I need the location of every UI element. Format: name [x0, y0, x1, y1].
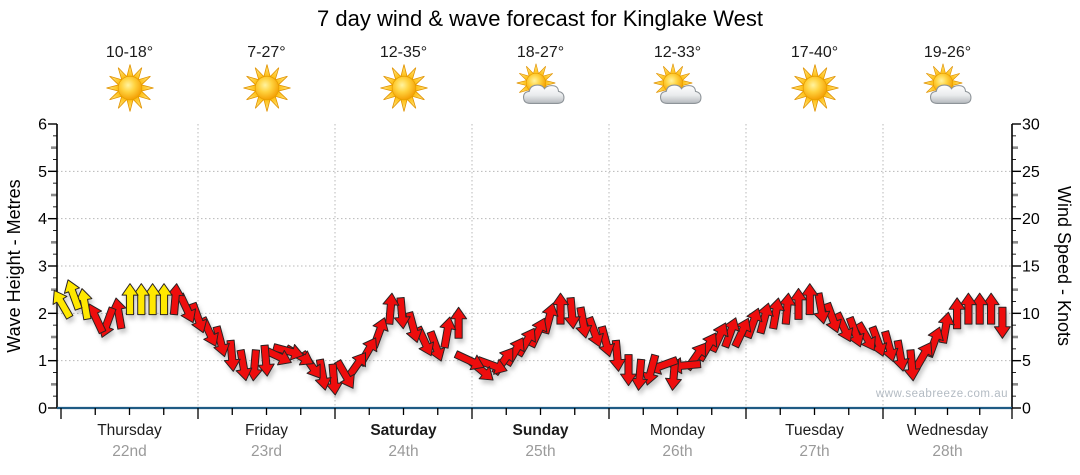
wind-arrow	[144, 283, 162, 316]
wind-arrow	[450, 306, 468, 339]
partly-cloudy-icon	[516, 63, 564, 104]
cloud-glyph	[659, 84, 701, 104]
wind-arrow	[620, 354, 637, 387]
wind-arrow	[855, 321, 876, 351]
day-temp-range: 12-35°	[379, 44, 428, 61]
day-temp-range: 10-18°	[105, 44, 154, 61]
day-name-label: Saturday	[370, 422, 437, 439]
svg-text:25: 25	[1022, 164, 1040, 181]
right-axis-label: Wind Speed - Knots	[1054, 185, 1074, 347]
svg-text:3: 3	[38, 259, 47, 276]
wind-arrow	[903, 349, 921, 382]
day-name-label: Friday	[244, 422, 289, 439]
wind-arrow	[333, 359, 355, 389]
wind-arrow-series	[52, 279, 1011, 396]
wind-arrow	[272, 343, 305, 361]
day-temp-range: 17-40°	[790, 44, 839, 61]
wind-arrow	[833, 311, 854, 343]
partly-cloudy-icon	[923, 63, 971, 104]
svg-text:5: 5	[1022, 353, 1031, 370]
wind-arrow	[563, 297, 581, 330]
sun-glyph	[790, 64, 839, 112]
sunny-icon	[105, 64, 154, 112]
sunny-icon	[242, 64, 291, 112]
svg-text:0: 0	[38, 401, 47, 418]
svg-text:30: 30	[1022, 117, 1040, 134]
wind-arrow	[585, 316, 604, 348]
svg-text:15: 15	[1022, 259, 1040, 276]
svg-text:20: 20	[1022, 211, 1040, 228]
day-temp-range: 7-27°	[247, 44, 286, 61]
y-major-ticks	[48, 123, 1021, 409]
wind-arrow	[453, 350, 485, 371]
day-date-label: 22nd	[112, 443, 147, 460]
wind-arrow	[121, 283, 139, 316]
day-name-label: Monday	[649, 422, 706, 439]
wind-arrow	[609, 339, 627, 372]
wind-arrow	[948, 297, 966, 330]
cloud-glyph	[522, 84, 564, 104]
day-temp-range: 18-27°	[516, 44, 565, 61]
day-temp-range: 19-26°	[923, 44, 972, 61]
day-date-label: 26th	[662, 443, 693, 460]
gridlines	[57, 124, 1012, 408]
day-date-label: 28th	[932, 443, 963, 460]
right-tick-labels: 0 5 10 15 20 25 30	[1022, 117, 1040, 418]
day-name-label: Tuesday	[785, 422, 844, 439]
day-date-label: 25th	[525, 443, 556, 460]
wind-arrow	[982, 292, 1000, 325]
left-axis-label: Wave Height - Metres	[4, 179, 24, 353]
svg-text:1: 1	[38, 353, 47, 370]
sunny-icon	[790, 64, 839, 112]
sunny-icon	[379, 64, 428, 112]
left-tick-labels: 0 1 2 3 4 5 6	[38, 117, 47, 418]
svg-text:10: 10	[1022, 306, 1040, 323]
wind-arrow	[52, 289, 74, 320]
wind-arrow	[993, 306, 1011, 339]
day-name-label: Sunday	[512, 422, 569, 439]
wind-arrow	[971, 292, 989, 325]
day-temp-range: 12-33°	[653, 44, 702, 61]
svg-text:6: 6	[38, 117, 47, 134]
wind-arrow	[257, 344, 275, 377]
wind-arrow	[823, 301, 842, 334]
watermark: www.seabreeze.com.au	[875, 388, 1008, 400]
svg-text:4: 4	[38, 211, 47, 228]
page-title: 7 day wind & wave forecast for Kinglake …	[317, 6, 763, 31]
svg-text:5: 5	[38, 164, 47, 181]
wind-arrow	[575, 306, 593, 339]
svg-text:2: 2	[38, 306, 47, 323]
wind-arrow	[892, 339, 910, 372]
sun-glyph	[105, 64, 154, 112]
wind-arrow	[382, 292, 400, 325]
wind-arrow	[155, 283, 173, 316]
svg-text:0: 0	[1022, 401, 1031, 418]
day-name-label: Thursday	[97, 422, 162, 439]
day-date-label: 24th	[388, 443, 419, 460]
wind-arrow	[405, 311, 423, 343]
sun-glyph	[379, 64, 428, 112]
wind-arrow	[63, 279, 83, 311]
x-ticks	[60, 408, 1013, 419]
wind-arrow	[235, 349, 253, 382]
wind-arrow	[132, 283, 150, 316]
cloud-glyph	[929, 84, 971, 104]
wind-arrow	[813, 292, 831, 325]
day-date-label: 27th	[799, 443, 830, 460]
day-name-label: Wednesday	[906, 422, 989, 439]
axis-lines	[56, 124, 1013, 410]
partly-cloudy-icon	[653, 63, 701, 104]
sun-glyph	[242, 64, 291, 112]
day-date-label: 23rd	[250, 443, 283, 460]
